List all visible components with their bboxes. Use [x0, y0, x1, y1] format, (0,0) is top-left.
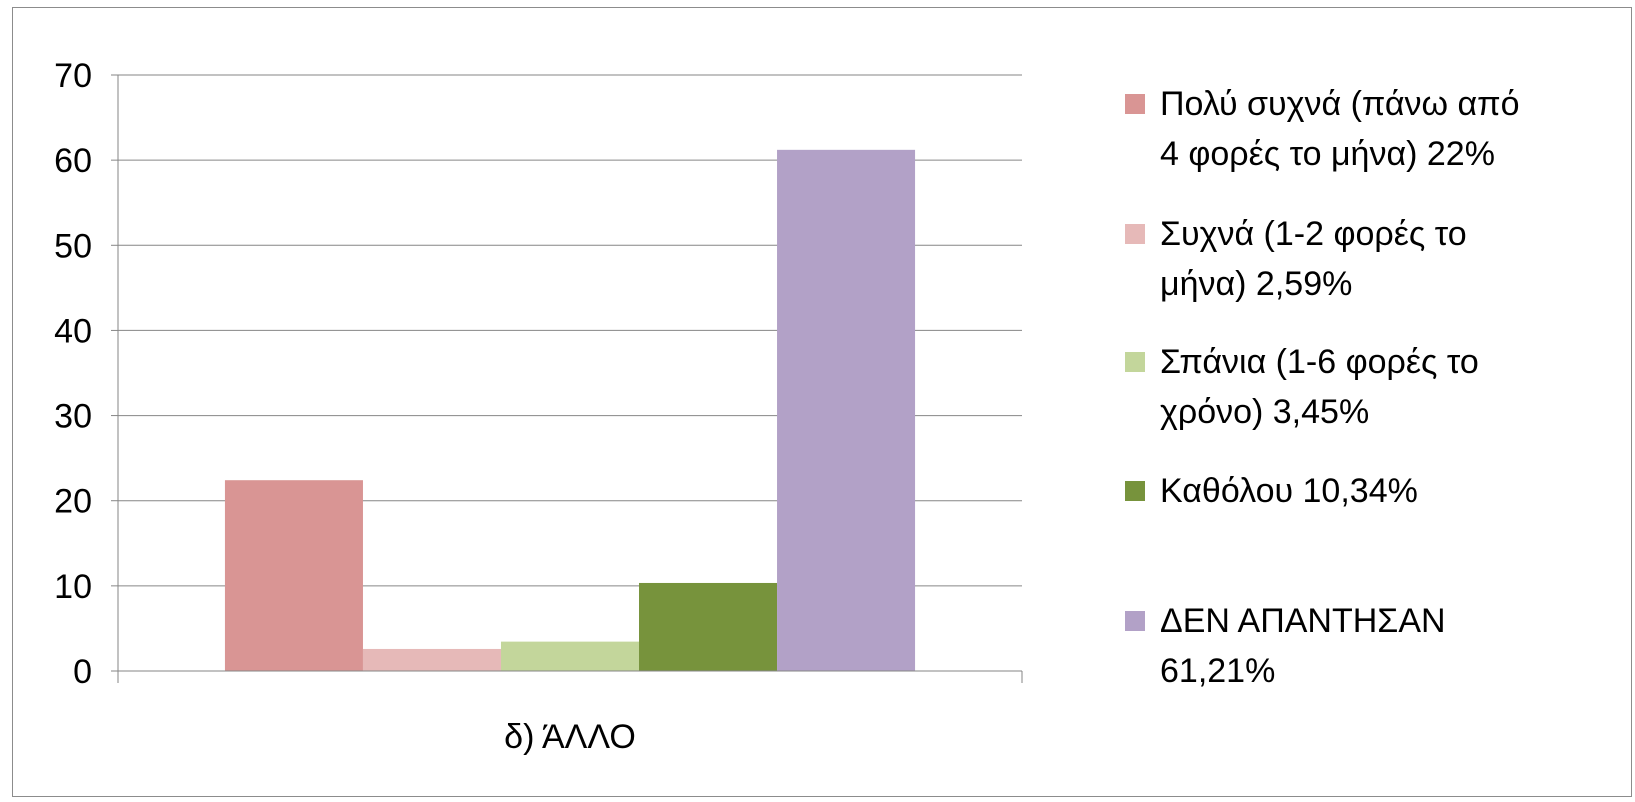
y-tick-label: 60 — [54, 142, 92, 180]
legend-swatch — [1125, 611, 1145, 631]
bar — [777, 149, 916, 671]
legend-swatch — [1125, 352, 1145, 372]
bar — [224, 480, 363, 671]
x-tick-labels: δ) ΆΛΛΟ — [504, 718, 636, 756]
legend: Πολύ συχνά (πάνω από 4 φορές το μήνα) 22%… — [1125, 85, 1520, 690]
bars — [224, 149, 916, 671]
x-tick-label: δ) ΆΛΛΟ — [504, 718, 636, 756]
legend-label: Καθόλου 10,34% — [1160, 472, 1418, 510]
bar — [639, 582, 778, 671]
legend-label: 4 φορές το μήνα) 22% — [1160, 135, 1495, 173]
y-tick-label: 40 — [54, 312, 92, 350]
y-tick-label: 0 — [73, 653, 92, 691]
y-tick-labels: 0 10 20 30 40 50 60 70 — [54, 57, 92, 691]
legend-swatch — [1125, 224, 1145, 244]
bar — [500, 641, 640, 671]
legend-label: Συχνά (1-2 φορές το — [1160, 215, 1467, 253]
legend-label: 61,21% — [1160, 652, 1275, 690]
y-tick-label: 30 — [54, 398, 92, 436]
legend-label: ΔΕΝ ΑΠΑΝΤΗΣΑΝ — [1160, 602, 1446, 640]
legend-swatch — [1125, 481, 1145, 501]
legend-swatch — [1125, 94, 1145, 114]
legend-label: Σπάνια (1-6 φορές το — [1160, 343, 1479, 381]
bar — [362, 648, 501, 671]
legend-label: χρόνο) 3,45% — [1160, 393, 1369, 431]
y-tick-label: 10 — [54, 568, 92, 606]
y-tick-label: 50 — [54, 227, 92, 265]
y-tick-label: 70 — [54, 57, 92, 95]
legend-label: Πολύ συχνά (πάνω από — [1160, 85, 1520, 123]
axes — [111, 74, 1023, 683]
y-tick-label: 20 — [54, 483, 92, 521]
legend-label: μήνα) 2,59% — [1160, 265, 1352, 303]
